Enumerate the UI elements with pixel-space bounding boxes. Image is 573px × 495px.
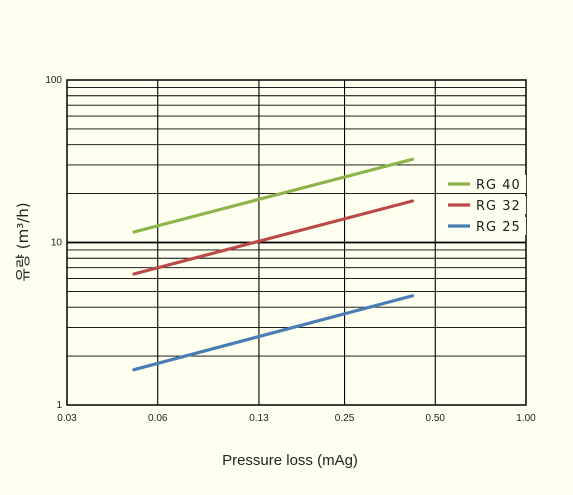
- x-tick-label: 1.00: [516, 413, 536, 424]
- y-axis-label: 유량 (m³/h): [14, 202, 32, 281]
- legend-label: RG 32: [476, 199, 521, 214]
- series-lines: [132, 157, 414, 372]
- x-tick-label: 0.06: [148, 413, 168, 424]
- y-tick-label: 100: [45, 75, 62, 86]
- legend-item-background: [444, 175, 526, 193]
- series-line-rg-25: [132, 294, 414, 372]
- series-line-rg-32: [132, 199, 414, 276]
- grid: [67, 80, 526, 405]
- x-tick-label: 0.13: [249, 413, 269, 424]
- series-line-rg-40: [132, 157, 414, 234]
- legend-label: RG 25: [476, 220, 521, 235]
- y-axis-ticks: 1 10 100: [45, 75, 62, 411]
- x-tick-label: 0.25: [335, 413, 355, 424]
- legend: RG 40 RG 32 RG 25: [444, 175, 526, 235]
- legend-label: RG 40: [476, 178, 521, 193]
- x-tick-label: 0.50: [426, 413, 446, 424]
- y-tick-label: 10: [51, 238, 63, 249]
- legend-item-background: [444, 196, 526, 214]
- x-tick-label: 0.03: [57, 413, 77, 424]
- y-tick-label: 1: [56, 400, 62, 411]
- plot-frame: [66, 79, 527, 406]
- x-axis-label: Pressure loss (mAg): [222, 452, 358, 469]
- legend-item-background: [444, 217, 526, 235]
- x-axis-ticks: 0.03 0.06 0.13 0.25 0.50 1.00: [57, 413, 536, 424]
